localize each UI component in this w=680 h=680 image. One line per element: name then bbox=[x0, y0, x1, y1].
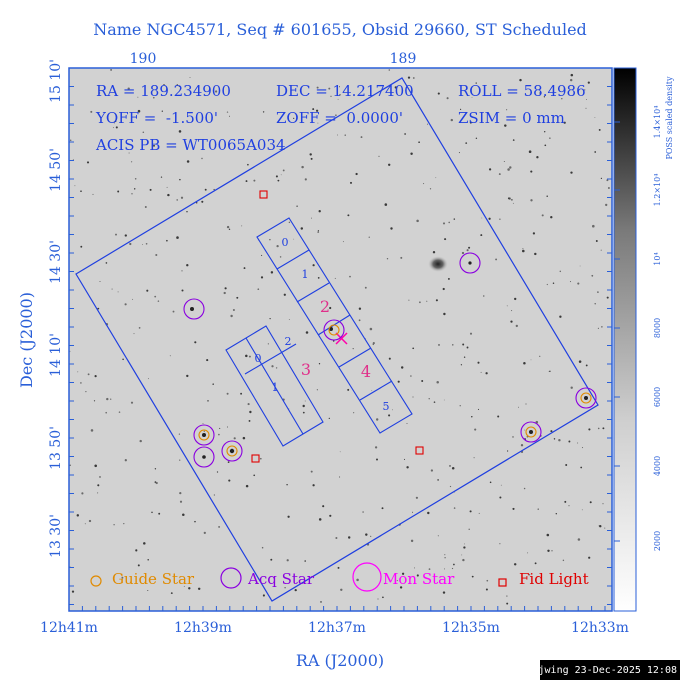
s-chip-label: 1 bbox=[302, 268, 309, 281]
i-chip-label: 2 bbox=[285, 335, 292, 348]
s-chip-label: 0 bbox=[282, 236, 289, 249]
x-tick-label: 12h35m bbox=[442, 620, 500, 636]
x-tick-label: 12h41m bbox=[40, 620, 98, 636]
legend-mon-swatch bbox=[352, 562, 382, 592]
colorbar-tick-label: 4000 bbox=[653, 456, 662, 476]
footer-stamp: jwing 23-Dec-2025 12:08 bbox=[539, 665, 677, 676]
y-axis-label: Dec (J2000) bbox=[17, 292, 36, 388]
i-chip-label: 0 bbox=[255, 352, 262, 365]
colorbar-tick-label: 1.4×10⁴ bbox=[653, 106, 662, 139]
x-tick-label: 12h39m bbox=[174, 620, 232, 636]
zoff-readout: ZOFF = 0.0000' bbox=[276, 109, 403, 127]
colorbar-tick-label: 1.2×10⁴ bbox=[653, 174, 662, 207]
fid-light-markers bbox=[251, 190, 424, 463]
s-chip-label: 3 bbox=[301, 360, 311, 379]
colorbar-tick-label: 8000 bbox=[653, 318, 662, 338]
colorbar-label: POSS scaled density bbox=[665, 76, 674, 160]
acis-readout: ACIS PB = WT0065A034 bbox=[95, 136, 286, 154]
y-tick-label: 14 30' bbox=[48, 240, 64, 284]
plot-frame bbox=[68, 67, 613, 612]
roll-readout: ROLL = 58.4986 bbox=[458, 82, 586, 100]
aimpoint-marker bbox=[335, 332, 348, 345]
field-of-view-outline bbox=[75, 77, 599, 602]
colorbar-tick-label: 2000 bbox=[653, 531, 662, 551]
s-chip-label: 5 bbox=[383, 400, 390, 413]
zsim-readout: ZSIM = 0 mm bbox=[458, 109, 565, 127]
x-top-tick-label: 189 bbox=[390, 51, 417, 67]
star-points bbox=[190, 261, 588, 459]
y-tick-label: 14 50' bbox=[48, 148, 64, 192]
i-chip-label: 1 bbox=[272, 381, 279, 394]
y-tick-label: 14 10' bbox=[48, 333, 64, 377]
x-tick-label: 12h33m bbox=[571, 620, 629, 636]
footer-bg bbox=[540, 660, 680, 680]
legend: Guide Star Acq Star Mon Star Fid Light bbox=[90, 562, 589, 592]
y-tick-label: 13 50' bbox=[48, 426, 64, 470]
axis-ticks bbox=[68, 67, 612, 611]
dec-readout: DEC = 14.217400 bbox=[276, 82, 414, 100]
guide-star-markers bbox=[198, 324, 592, 457]
legend-mon-label: Mon Star bbox=[383, 570, 455, 588]
s-chip-label: 2 bbox=[320, 297, 330, 316]
acq-star-markers bbox=[183, 252, 597, 468]
ra-readout: RA = 189.234900 bbox=[96, 82, 231, 100]
legend-acq-label: Acq Star bbox=[247, 570, 315, 588]
colorbar-tick-label: 6000 bbox=[653, 387, 662, 407]
legend-guide-swatch bbox=[90, 575, 102, 587]
s-chip-label: 4 bbox=[361, 362, 371, 381]
plot-title: Name NGC4571, Seq # 601655, Obsid 29660,… bbox=[93, 20, 587, 39]
legend-acq-swatch bbox=[220, 567, 242, 589]
legend-fid-label: Fid Light bbox=[519, 570, 589, 588]
galaxy-blob bbox=[428, 256, 448, 272]
colorbar-tick-label: 10⁴ bbox=[653, 252, 662, 265]
acis-s-array bbox=[256, 217, 413, 434]
background-stars bbox=[69, 68, 610, 605]
y-tick-label: 13 30' bbox=[48, 514, 64, 558]
x-axis-label: RA (J2000) bbox=[296, 651, 384, 670]
x-top-tick-label: 190 bbox=[130, 51, 157, 67]
colorbar bbox=[613, 67, 637, 612]
legend-fid-swatch bbox=[498, 578, 507, 587]
legend-guide-label: Guide Star bbox=[112, 570, 195, 588]
acis-i-array bbox=[225, 325, 324, 447]
x-tick-label: 12h37m bbox=[308, 620, 366, 636]
colorbar-ticks bbox=[614, 121, 620, 542]
yoff-readout: YOFF = -1.500' bbox=[95, 109, 218, 127]
y-tick-label: 15 10' bbox=[48, 59, 64, 103]
